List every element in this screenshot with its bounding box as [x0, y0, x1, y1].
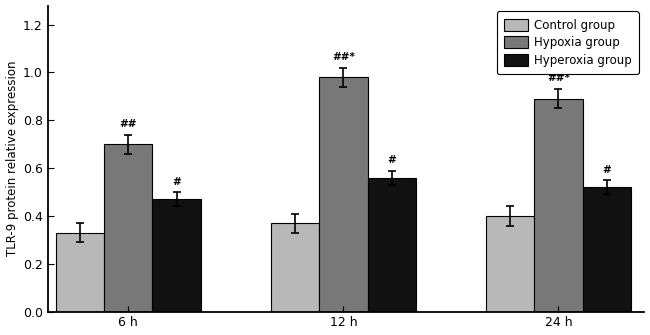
Legend: Control group, Hypoxia group, Hyperoxia group: Control group, Hypoxia group, Hyperoxia … — [497, 11, 638, 74]
Bar — [153, 199, 201, 312]
Text: ##*: ##* — [332, 52, 355, 62]
Y-axis label: TLR-9 protein relative expression: TLR-9 protein relative expression — [6, 61, 19, 256]
Bar — [319, 77, 367, 312]
Bar — [56, 233, 104, 312]
Bar — [104, 144, 153, 312]
Text: #: # — [603, 165, 611, 175]
Text: #: # — [172, 177, 181, 187]
Bar — [367, 178, 416, 312]
Text: ##: ## — [120, 119, 137, 129]
Text: #: # — [387, 155, 396, 165]
Bar — [271, 223, 319, 312]
Bar — [582, 187, 631, 312]
Bar — [486, 216, 534, 312]
Bar — [534, 99, 582, 312]
Text: ##*: ##* — [547, 73, 570, 83]
